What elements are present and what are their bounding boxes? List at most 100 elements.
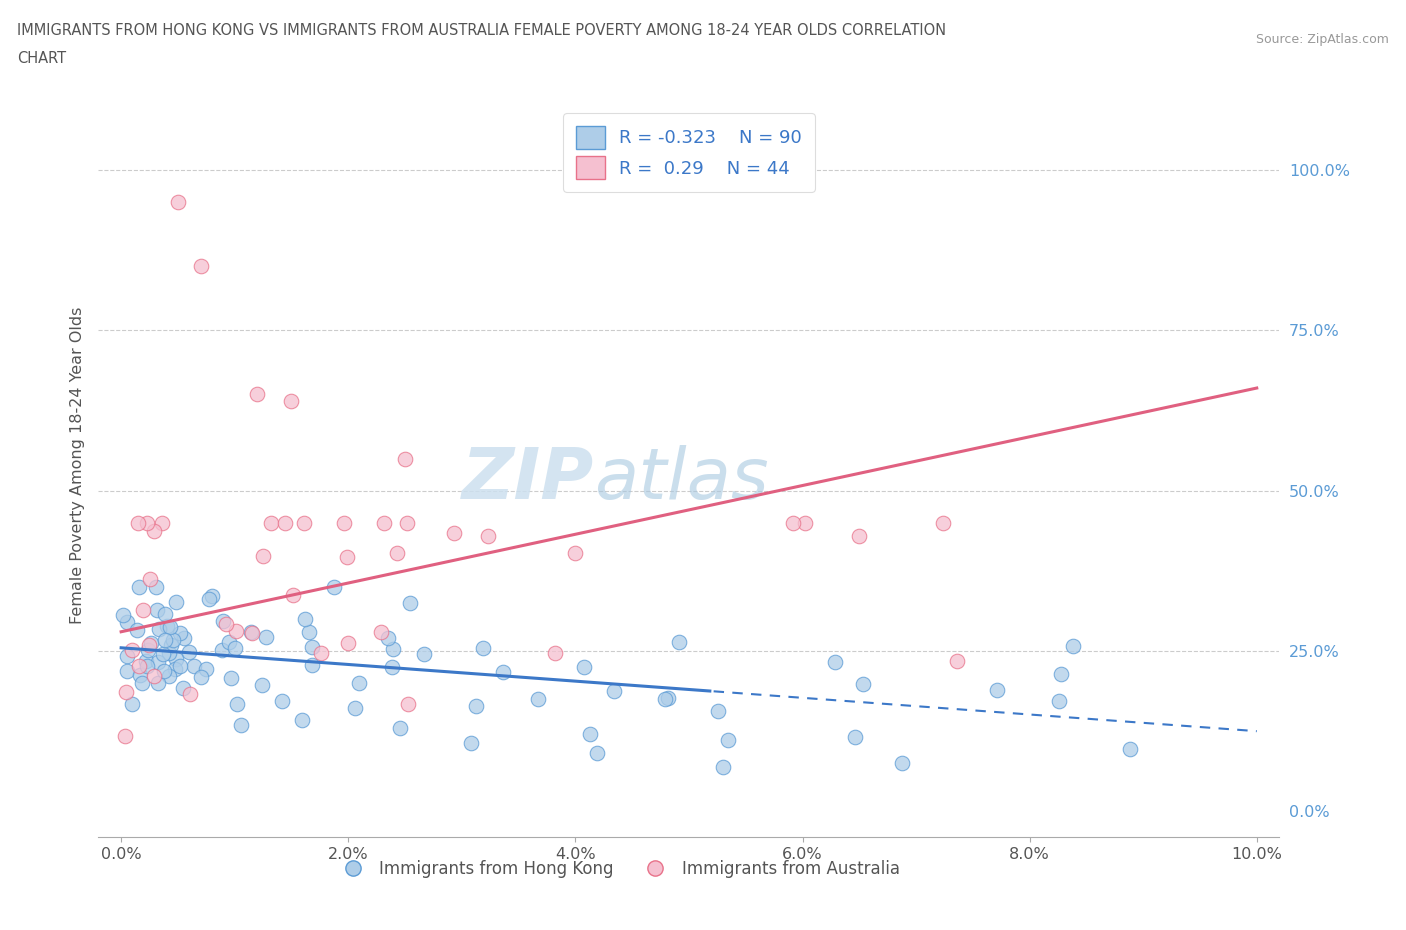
- Point: [225, 623, 247, 638]
- Point: [127, 515, 149, 530]
- Point: [472, 640, 495, 655]
- Point: [1050, 667, 1073, 682]
- Point: [396, 515, 419, 530]
- Point: [121, 643, 143, 658]
- Point: [381, 659, 404, 674]
- Point: [200, 588, 222, 603]
- Point: [301, 658, 323, 672]
- Y-axis label: Female Poverty Among 18-24 Year Olds: Female Poverty Among 18-24 Year Olds: [69, 306, 84, 624]
- Point: [387, 546, 409, 561]
- Point: [224, 641, 246, 656]
- Point: [336, 550, 359, 565]
- Point: [165, 594, 187, 609]
- Point: [254, 630, 277, 644]
- Point: [603, 684, 626, 698]
- Point: [218, 634, 240, 649]
- Point: [572, 660, 595, 675]
- Point: [114, 729, 136, 744]
- Point: [711, 760, 734, 775]
- Point: [157, 646, 180, 661]
- Point: [460, 735, 482, 750]
- Point: [115, 684, 138, 699]
- Point: [163, 662, 186, 677]
- Point: [782, 515, 804, 530]
- Point: [135, 654, 157, 669]
- Point: [657, 691, 679, 706]
- Point: [343, 700, 366, 715]
- Point: [128, 579, 150, 594]
- Point: [112, 607, 135, 622]
- Point: [167, 194, 190, 209]
- Point: [586, 746, 609, 761]
- Point: [373, 515, 395, 530]
- Text: IMMIGRANTS FROM HONG KONG VS IMMIGRANTS FROM AUSTRALIA FEMALE POVERTY AMONG 18-2: IMMIGRANTS FROM HONG KONG VS IMMIGRANTS …: [17, 23, 946, 38]
- Point: [128, 658, 150, 673]
- Point: [115, 615, 138, 630]
- Point: [139, 635, 162, 650]
- Point: [413, 646, 436, 661]
- Point: [465, 698, 488, 713]
- Point: [396, 697, 419, 711]
- Point: [131, 675, 153, 690]
- Point: [668, 635, 690, 650]
- Point: [281, 588, 304, 603]
- Point: [121, 697, 143, 711]
- Point: [309, 645, 332, 660]
- Point: [270, 694, 292, 709]
- Point: [1062, 639, 1084, 654]
- Point: [370, 625, 392, 640]
- Point: [129, 668, 152, 683]
- Point: [239, 624, 262, 639]
- Point: [824, 655, 846, 670]
- Point: [389, 721, 412, 736]
- Point: [564, 546, 586, 561]
- Point: [169, 626, 191, 641]
- Point: [198, 591, 221, 606]
- Point: [477, 528, 499, 543]
- Point: [148, 622, 170, 637]
- Point: [250, 678, 273, 693]
- Point: [377, 631, 399, 645]
- Point: [291, 712, 314, 727]
- Point: [654, 691, 676, 706]
- Point: [159, 619, 181, 634]
- Point: [146, 675, 169, 690]
- Text: atlas: atlas: [595, 445, 769, 514]
- Point: [143, 669, 166, 684]
- Point: [333, 515, 356, 530]
- Point: [1118, 741, 1140, 756]
- Text: CHART: CHART: [17, 51, 66, 66]
- Point: [211, 643, 233, 658]
- Point: [152, 663, 174, 678]
- Point: [294, 612, 316, 627]
- Point: [259, 515, 281, 530]
- Point: [793, 515, 815, 530]
- Point: [195, 661, 218, 676]
- Point: [231, 718, 253, 733]
- Point: [190, 670, 212, 684]
- Point: [280, 393, 302, 408]
- Point: [381, 641, 404, 656]
- Point: [179, 686, 201, 701]
- Point: [139, 572, 162, 587]
- Point: [215, 617, 238, 631]
- Point: [221, 671, 243, 685]
- Point: [844, 730, 866, 745]
- Point: [146, 603, 169, 618]
- Point: [160, 638, 183, 653]
- Point: [131, 603, 153, 618]
- Point: [945, 654, 967, 669]
- Point: [152, 646, 174, 661]
- Point: [301, 639, 323, 654]
- Point: [136, 643, 159, 658]
- Point: [115, 663, 138, 678]
- Text: ZIP: ZIP: [463, 445, 595, 514]
- Point: [492, 665, 515, 680]
- Text: Source: ZipAtlas.com: Source: ZipAtlas.com: [1256, 33, 1389, 46]
- Point: [138, 638, 160, 653]
- Point: [322, 579, 344, 594]
- Point: [240, 626, 263, 641]
- Point: [135, 658, 157, 673]
- Point: [173, 631, 195, 645]
- Point: [125, 623, 148, 638]
